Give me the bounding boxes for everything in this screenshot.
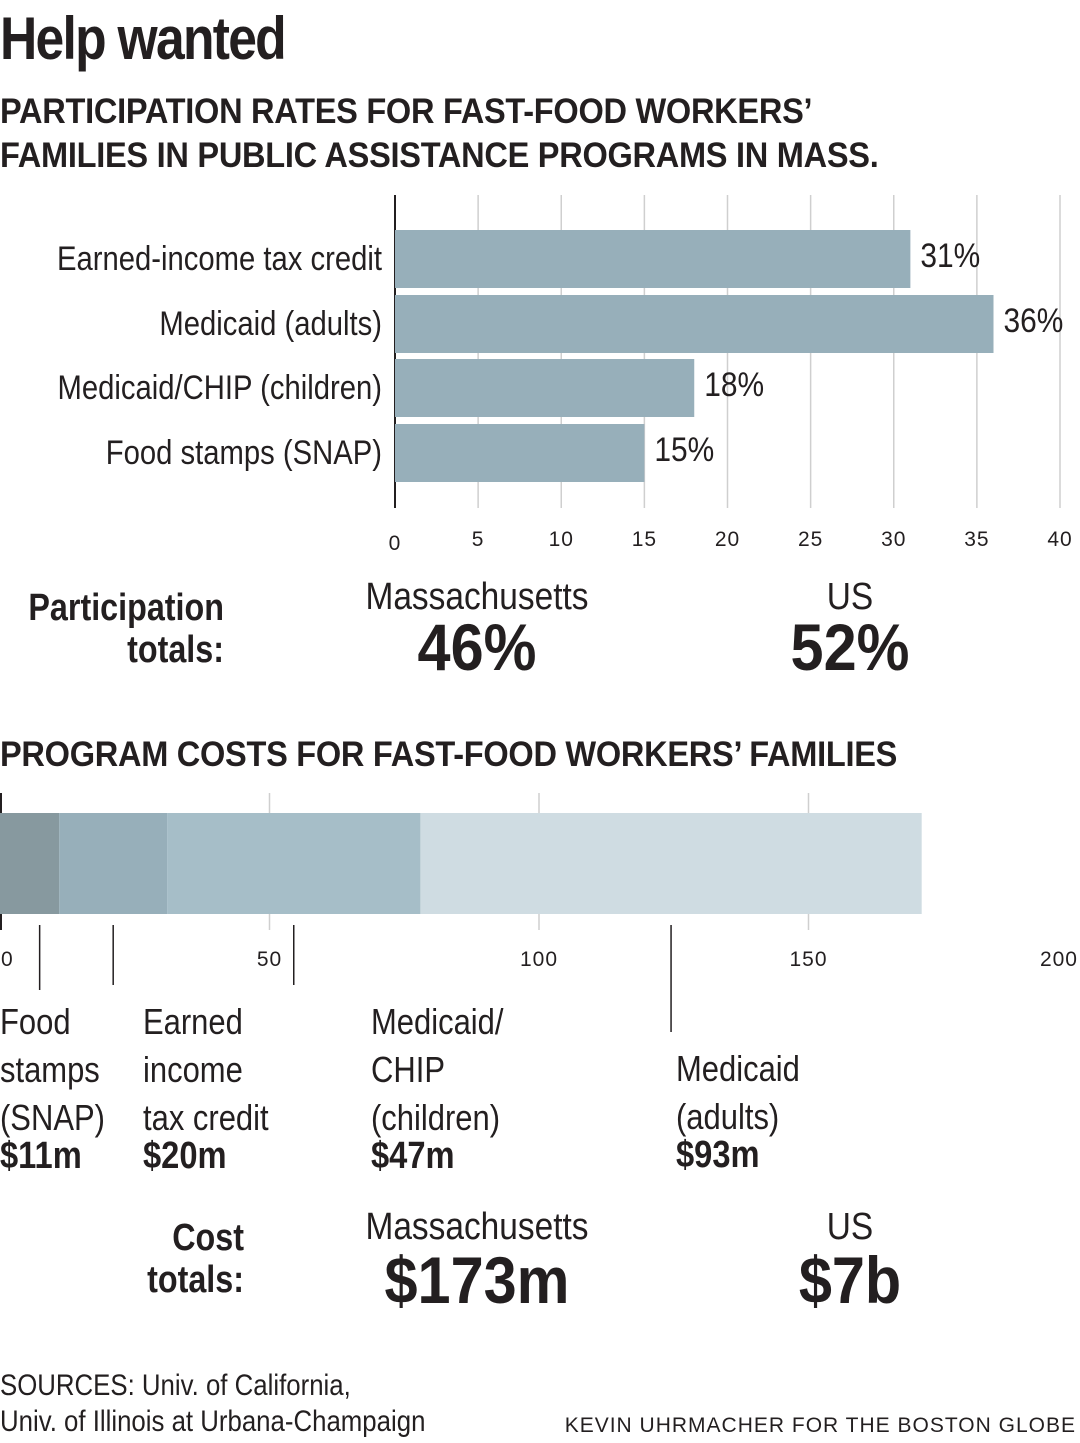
x-tick-label: 100 <box>520 948 558 971</box>
chart1-subtitle-line2: FAMILIES IN PUBLIC ASSISTANCE PROGRAMS I… <box>0 136 879 175</box>
x-tick-label: 0 <box>389 532 402 555</box>
x-tick-label: 200 <box>1040 948 1078 971</box>
cost-category-label-line: stamps <box>0 1049 100 1090</box>
cost-category-label-line: Medicaid/ <box>371 1001 504 1042</box>
cost-value-label: $20m <box>143 1135 227 1177</box>
bar <box>395 359 695 417</box>
x-tick-label: 10 <box>549 528 574 551</box>
x-tick-label: 0 <box>1 948 14 971</box>
stack-segment <box>167 813 421 914</box>
cost-value-label: $11m <box>0 1135 82 1177</box>
cost-us-value: $7b <box>798 1243 902 1317</box>
cost-category-label-line: CHIP <box>371 1049 445 1090</box>
participation-totals-label-line2: totals: <box>127 629 224 671</box>
stack-segment <box>420 813 922 914</box>
cost-category-label-line: Food <box>0 1001 71 1042</box>
cost-category-label-line: income <box>143 1049 243 1090</box>
cost-value-label: $47m <box>371 1135 455 1177</box>
sources-line2: Univ. of Illinois at Urbana-Champaign <box>0 1405 426 1438</box>
cost-value-label: $93m <box>676 1134 760 1176</box>
category-label: Medicaid/CHIP (children) <box>58 369 382 407</box>
cost-ma-heading: Massachusetts <box>365 1206 589 1248</box>
x-tick-label: 40 <box>1047 528 1072 551</box>
sources-line1: SOURCES: Univ. of California, <box>0 1369 351 1402</box>
x-tick-label: 20 <box>715 528 740 551</box>
x-tick-label: 5 <box>472 528 485 551</box>
cost-category-label: Food stamps (SNAP) $11m <box>0 998 122 1178</box>
x-tick-label: 30 <box>881 528 906 551</box>
cost-category-label-line: (adults) <box>676 1096 780 1137</box>
cost-category-label-line: (children) <box>371 1097 501 1138</box>
participation-chart: 0 5 10 15 20 25 30 35 40 31% Earned-income tax cre… <box>57 195 1072 555</box>
bar <box>395 295 994 353</box>
cost-category-label-line: tax credit <box>143 1097 269 1138</box>
participation-us-heading: US <box>826 576 874 618</box>
cost-ma-value: $173m <box>384 1243 570 1317</box>
page-title: Help wanted <box>0 5 287 72</box>
cost-category-label: Medicaid/CHIP (children) $47m <box>371 998 525 1178</box>
bar <box>395 424 645 482</box>
participation-us-value: 52% <box>790 610 910 684</box>
cost-category-label-line: (SNAP) <box>0 1097 105 1138</box>
cost-totals-label-line2: totals: <box>147 1259 244 1301</box>
bar <box>395 230 911 288</box>
category-label: Food stamps (SNAP) <box>106 434 382 472</box>
cost-category-label-line: Medicaid <box>676 1048 800 1089</box>
x-tick-label: 50 <box>257 948 282 971</box>
stack-segment <box>0 813 60 914</box>
cost-totals-label: Cost totals: <box>74 1217 244 1301</box>
category-label: Medicaid (adults) <box>159 305 382 343</box>
cost-category-label: Medicaid (adults) $93m <box>676 1045 820 1177</box>
bar-value-label: 15% <box>654 431 714 469</box>
x-tick-label: 150 <box>789 948 827 971</box>
participation-ma-value: 46% <box>417 610 537 684</box>
credit: KEVIN UHRMACHER FOR THE BOSTON GLOBE <box>564 1414 1076 1437</box>
cost-category-label: Earned income tax credit $20m <box>143 998 289 1178</box>
cost-totals-label-line1: Cost <box>172 1217 244 1259</box>
cost-category-label-line: Earned <box>143 1001 243 1042</box>
category-label: Earned-income tax credit <box>57 240 383 278</box>
x-tick-label: 25 <box>798 528 823 551</box>
participation-ma-heading: Massachusetts <box>365 576 589 618</box>
costs-title: PROGRAM COSTS FOR FAST-FOOD WORKERS’ FAM… <box>0 735 898 774</box>
cost-us-heading: US <box>826 1206 874 1248</box>
stack-segment <box>59 813 168 914</box>
chart1-subtitle-line1: PARTICIPATION RATES FOR FAST-FOOD WORKER… <box>0 92 813 131</box>
costs-chart: 0 50 100 150 200 <box>0 793 1078 1032</box>
bar-value-label: 31% <box>920 237 980 275</box>
participation-totals-label-line1: Participation <box>28 587 224 629</box>
x-tick-label: 15 <box>632 528 657 551</box>
bar-value-label: 36% <box>1004 302 1064 340</box>
participation-totals-label: Participation totals: <box>0 587 224 671</box>
x-tick-label: 35 <box>964 528 989 551</box>
bar-value-label: 18% <box>704 366 764 404</box>
